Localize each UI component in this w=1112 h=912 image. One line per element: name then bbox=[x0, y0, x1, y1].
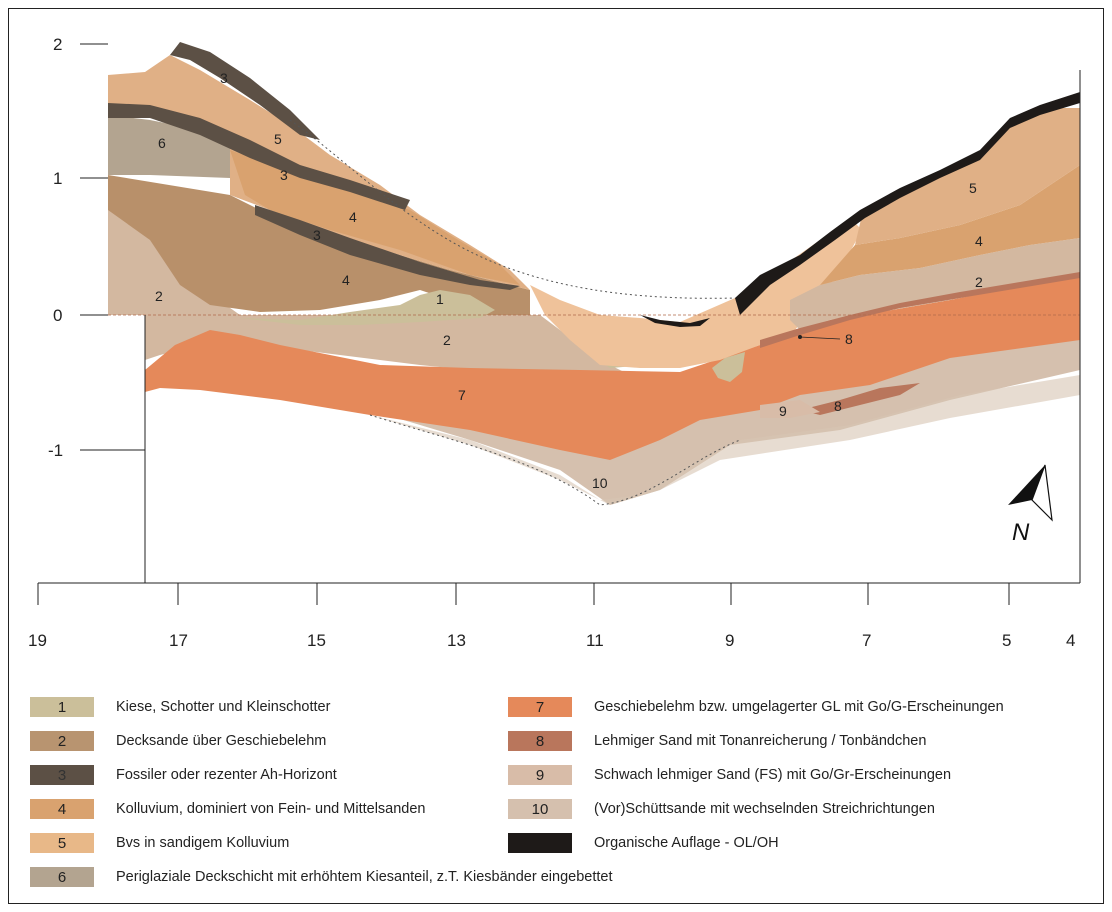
legend-swatch: 1 bbox=[30, 697, 94, 717]
unit-label: 4 bbox=[975, 233, 983, 249]
legend-item-7: 7 Geschiebelehm bzw. umgelagerter GL mit… bbox=[508, 696, 1004, 718]
layer-1-gravel bbox=[240, 290, 495, 325]
legend-item-2: 2 Decksande über Geschiebelehm bbox=[30, 730, 326, 752]
layer-5-right bbox=[855, 108, 1080, 245]
legend-label: Fossiler oder rezenter Ah-Horizont bbox=[116, 767, 337, 783]
legend-swatch: 4 bbox=[30, 799, 94, 819]
legend-item-6: 6 Periglaziale Deckschicht mit erhöhtem … bbox=[30, 866, 612, 888]
legend-label: Schwach lehmiger Sand (FS) mit Go/Gr-Ers… bbox=[594, 767, 952, 783]
unit-label: 8 bbox=[834, 398, 842, 414]
unit-label: 2 bbox=[975, 274, 983, 290]
y-tick-label: 2 bbox=[53, 35, 62, 54]
unit-label: 6 bbox=[158, 135, 166, 151]
legend-label: Organische Auflage - OL/OH bbox=[594, 835, 779, 851]
x-tick-label: 15 bbox=[307, 631, 326, 650]
unit-label: 4 bbox=[342, 272, 350, 288]
layer-1-gravel-c bbox=[712, 352, 745, 382]
x-tick-label: 5 bbox=[1002, 631, 1011, 650]
x-tick-label: 11 bbox=[586, 631, 604, 650]
layer-4-right bbox=[820, 165, 1080, 285]
legend-label: Kolluvium, dominiert von Fein- und Mitte… bbox=[116, 801, 426, 817]
legend-item-organic: Organische Auflage - OL/OH bbox=[508, 832, 779, 854]
unit-label: 7 bbox=[458, 387, 466, 403]
unit-label: 8 bbox=[845, 331, 853, 347]
lower-boundary-line bbox=[369, 414, 741, 506]
x-tick-label: 9 bbox=[725, 631, 734, 650]
legend-swatch: 8 bbox=[508, 731, 572, 751]
layer-5-trough bbox=[530, 218, 862, 368]
legend-item-9: 9 Schwach lehmiger Sand (FS) mit Go/Gr-E… bbox=[508, 764, 951, 786]
legend-item-3: 3 Fossiler oder rezenter Ah-Horizont bbox=[30, 764, 337, 786]
layer-2-right bbox=[790, 238, 1080, 330]
x-tick-label: 19 bbox=[28, 631, 47, 650]
unit-label: 2 bbox=[443, 332, 451, 348]
unit-label: 5 bbox=[969, 180, 977, 196]
legend-label: Bvs in sandigem Kolluvium bbox=[116, 835, 290, 851]
legend-label: Lehmiger Sand mit Tonanreicherung / Tonb… bbox=[594, 733, 927, 749]
legend-swatch: 2 bbox=[30, 731, 94, 751]
legend-swatch bbox=[508, 833, 572, 853]
unit-label: 4 bbox=[349, 209, 357, 225]
legend-label: (Vor)Schüttsande mit wechselnden Streich… bbox=[594, 801, 935, 817]
unit-label: 2 bbox=[155, 288, 163, 304]
legend-label: Periglaziale Deckschicht mit erhöhtem Ki… bbox=[116, 869, 613, 885]
x-tick-label: 13 bbox=[447, 631, 466, 650]
legend-item-8: 8 Lehmiger Sand mit Tonanreicherung / To… bbox=[508, 730, 926, 752]
legend-swatch: 3 bbox=[30, 765, 94, 785]
legend-item-1: 1 Kiese, Schotter und Kleinschotter bbox=[30, 696, 330, 718]
unit-label: 9 bbox=[779, 403, 787, 419]
legend-label: Kiese, Schotter und Kleinschotter bbox=[116, 699, 331, 715]
unit-label: 1 bbox=[436, 291, 444, 307]
layer-7 bbox=[145, 275, 1080, 460]
y-tick-label: 1 bbox=[53, 169, 62, 188]
layer-2-left bbox=[108, 195, 630, 375]
layer-9-patch bbox=[760, 400, 820, 418]
layer-4-left bbox=[108, 175, 530, 315]
x-tick-label: 4 bbox=[1066, 631, 1075, 650]
north-label: N bbox=[1012, 519, 1030, 546]
legend-swatch: 9 bbox=[508, 765, 572, 785]
layer-3-mid bbox=[108, 103, 410, 210]
legend-label: Geschiebelehm bzw. umgelagerter GL mit G… bbox=[594, 699, 1004, 715]
legend-swatch: 7 bbox=[508, 697, 572, 717]
legend-swatch: 6 bbox=[30, 867, 94, 887]
unit-label: 3 bbox=[280, 167, 288, 183]
unit-label: 3 bbox=[313, 227, 321, 243]
y-tick-label: 0 bbox=[53, 306, 62, 325]
legend-label: Decksande über Geschiebelehm bbox=[116, 733, 327, 749]
unit-label: 3 bbox=[220, 70, 228, 86]
layer-8-band bbox=[760, 272, 1080, 348]
legend-item-5: 5 Bvs in sandigem Kolluvium bbox=[30, 832, 289, 854]
y-tick-label: -1 bbox=[48, 441, 63, 460]
legend-swatch: 10 bbox=[508, 799, 572, 819]
layer-3-top bbox=[170, 42, 320, 140]
layer-10-lower bbox=[370, 375, 1080, 505]
unit-label: 5 bbox=[274, 131, 282, 147]
x-tick-label: 7 bbox=[862, 631, 871, 650]
north-arrow: N bbox=[1008, 464, 1053, 546]
layer-8-lower bbox=[800, 383, 920, 415]
x-tick-label: 17 bbox=[169, 631, 188, 650]
legend: 1 Kiese, Schotter und Kleinschotter 2 De… bbox=[30, 694, 1110, 909]
soil-profile-diagram: 2 1 0 -1 19 17 15 13 11 9 7 5 4 1 2 3 3 … bbox=[28, 35, 1081, 650]
legend-item-10: 10 (Vor)Schüttsande mit wechselnden Stre… bbox=[508, 798, 935, 820]
legend-swatch: 5 bbox=[30, 833, 94, 853]
organic-small bbox=[640, 315, 710, 327]
layer-4-inner bbox=[230, 150, 520, 285]
legend-item-4: 4 Kolluvium, dominiert von Fein- und Mit… bbox=[30, 798, 425, 820]
unit-label: 10 bbox=[592, 475, 608, 491]
